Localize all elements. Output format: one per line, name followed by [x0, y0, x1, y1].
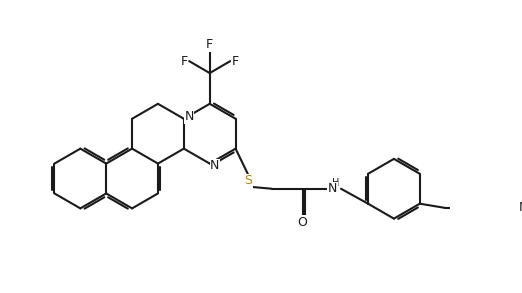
- Text: N: N: [518, 202, 522, 214]
- Text: N: N: [328, 182, 337, 195]
- Text: H: H: [332, 178, 339, 188]
- Text: F: F: [232, 54, 239, 68]
- Text: F: F: [206, 38, 213, 51]
- Text: N: N: [184, 110, 194, 123]
- Text: S: S: [244, 174, 252, 187]
- Text: N: N: [210, 159, 220, 172]
- Text: F: F: [181, 54, 188, 68]
- Text: O: O: [298, 216, 307, 229]
